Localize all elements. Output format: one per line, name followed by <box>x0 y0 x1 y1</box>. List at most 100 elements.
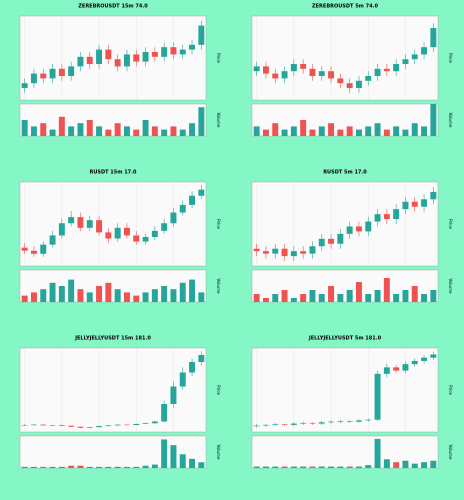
candle-body <box>328 238 335 244</box>
volume-bar <box>77 123 84 136</box>
volume-bar <box>328 123 335 136</box>
y-axis-label: Price <box>448 385 453 395</box>
volume-bar <box>318 294 325 302</box>
volume-bar <box>337 129 344 136</box>
candle-body <box>179 204 186 213</box>
candle-body <box>77 217 84 228</box>
candle-body <box>355 420 362 422</box>
candle-body <box>337 421 344 422</box>
volume-bar <box>96 286 103 302</box>
volume-axis-label: Volume <box>448 113 453 128</box>
candle-body <box>114 227 121 239</box>
volume-panel <box>251 103 439 137</box>
candle-body <box>318 238 325 247</box>
candle-body <box>411 54 418 60</box>
volume-bar <box>105 466 112 468</box>
volume-bar <box>179 454 186 468</box>
candle-body <box>374 373 381 420</box>
candle-body <box>21 247 28 251</box>
volume-bar <box>309 129 316 136</box>
candle-body <box>421 199 428 207</box>
volume-bar <box>262 466 269 468</box>
candle-body <box>402 201 409 210</box>
candle-body <box>272 248 279 254</box>
volume-bar <box>346 290 353 302</box>
volume-bar <box>411 286 418 302</box>
candle-body <box>86 56 93 64</box>
volume-bar <box>123 466 130 468</box>
volume-bar <box>346 126 353 136</box>
volume-bar <box>393 126 400 136</box>
chart-title: RUSDT 5m 17.0 <box>323 170 367 176</box>
candle-body <box>383 214 390 220</box>
volume-bar <box>272 466 279 468</box>
volume-bar <box>411 463 418 468</box>
volume-bar <box>142 292 149 302</box>
candle-body <box>96 426 103 428</box>
volume-bar <box>318 466 325 468</box>
volume-bar <box>123 126 130 136</box>
volume-bar <box>170 445 177 468</box>
volume-bar <box>262 298 269 302</box>
volume-bar <box>114 123 121 136</box>
candle-body <box>411 360 418 365</box>
candle-body <box>421 357 428 361</box>
volume-bar <box>68 126 75 136</box>
volume-bar <box>133 129 140 136</box>
volume-bar <box>383 278 390 302</box>
candle-body <box>77 426 84 428</box>
volume-bar <box>262 129 269 136</box>
candle-body <box>123 227 130 236</box>
volume-bar <box>337 466 344 468</box>
volume-bar <box>68 465 75 468</box>
price-panel <box>19 181 207 267</box>
volume-bar <box>430 104 437 136</box>
volume-bar <box>86 120 93 136</box>
volume-axis-label: Volume <box>216 445 221 460</box>
candle-body <box>365 221 372 232</box>
volume-bar <box>365 465 372 468</box>
volume-axis-label: Volume <box>448 279 453 294</box>
volume-bar <box>58 116 65 136</box>
volume-bar <box>328 466 335 468</box>
volume-bar <box>253 466 260 468</box>
candle-body <box>77 56 84 67</box>
candle-body <box>179 372 186 387</box>
volume-bar <box>393 294 400 302</box>
candle-body <box>96 49 103 64</box>
volume-bar <box>374 438 381 468</box>
candle-body <box>253 425 260 427</box>
candle-body <box>430 191 437 200</box>
y-axis-label: Price <box>216 53 221 63</box>
volume-bar <box>300 120 307 136</box>
volume-bar <box>151 464 158 468</box>
volume-bar <box>328 286 335 302</box>
candle-body <box>281 424 288 425</box>
volume-axis-label: Volume <box>216 279 221 294</box>
candle-body <box>365 419 372 421</box>
candle-body <box>337 78 344 84</box>
volume-bar <box>198 107 205 136</box>
candle-body <box>300 422 307 424</box>
candle-body <box>346 83 353 88</box>
volume-bar <box>337 294 344 302</box>
price-panel <box>251 181 439 267</box>
volume-bar <box>421 462 428 468</box>
candle-body <box>49 425 56 426</box>
candle-body <box>281 71 288 79</box>
candle-body <box>170 47 177 55</box>
volume-bar <box>40 289 47 302</box>
candle-body <box>346 226 353 234</box>
volume-bar <box>114 289 121 302</box>
candle-body <box>430 28 437 48</box>
volume-bar <box>290 298 297 302</box>
candle-body <box>290 64 297 72</box>
volume-bar <box>96 466 103 468</box>
volume-bar <box>189 458 196 468</box>
volume-bar <box>281 466 288 468</box>
candle-body <box>161 47 168 57</box>
volume-bar <box>272 294 279 302</box>
candle-body <box>133 423 140 425</box>
volume-bar <box>142 465 149 468</box>
